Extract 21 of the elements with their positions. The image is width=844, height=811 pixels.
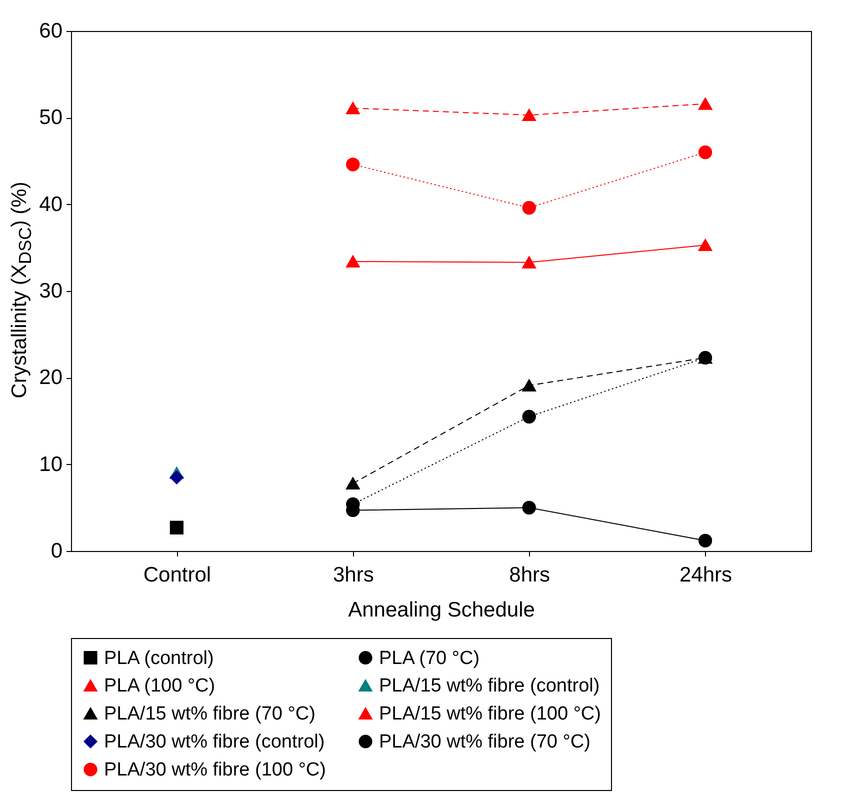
- x-tick-label: 8hrs: [509, 564, 550, 586]
- y-tick-label: 40: [39, 192, 62, 216]
- y-tick-label: 50: [39, 106, 62, 130]
- legend-label: PLA/15 wt% fibre (70 °C): [104, 704, 316, 724]
- x-tick-label: 24hrs: [680, 564, 732, 586]
- x-tick-label: 3hrs: [332, 564, 374, 586]
- y-tick-label: 60: [39, 20, 62, 42]
- y-tick-label: 0: [50, 540, 62, 562]
- legend-label: PLA (70 °C): [379, 648, 480, 669]
- legend-label: PLA (100 °C): [104, 676, 216, 696]
- legend-label: PLA/15 wt% fibre (100 °C): [379, 704, 601, 724]
- y-tick-label: 30: [39, 280, 62, 302]
- x-tick-label: Control: [143, 564, 212, 586]
- x-axis-title: Annealing Schedule: [348, 598, 535, 622]
- y-tick-label: 10: [39, 452, 62, 476]
- y-tick-label: 20: [39, 366, 62, 390]
- legend-label: PLA/30 wt% fibre (control): [104, 732, 325, 752]
- legend-label: PLA/30 wt% fibre (70 °C): [379, 732, 590, 752]
- legend-label: PLA/30 wt% fibre (100 °C): [104, 760, 326, 780]
- legend-label: PLA (control): [104, 648, 214, 669]
- legend-label: PLA/15 wt% fibre (control): [379, 676, 600, 696]
